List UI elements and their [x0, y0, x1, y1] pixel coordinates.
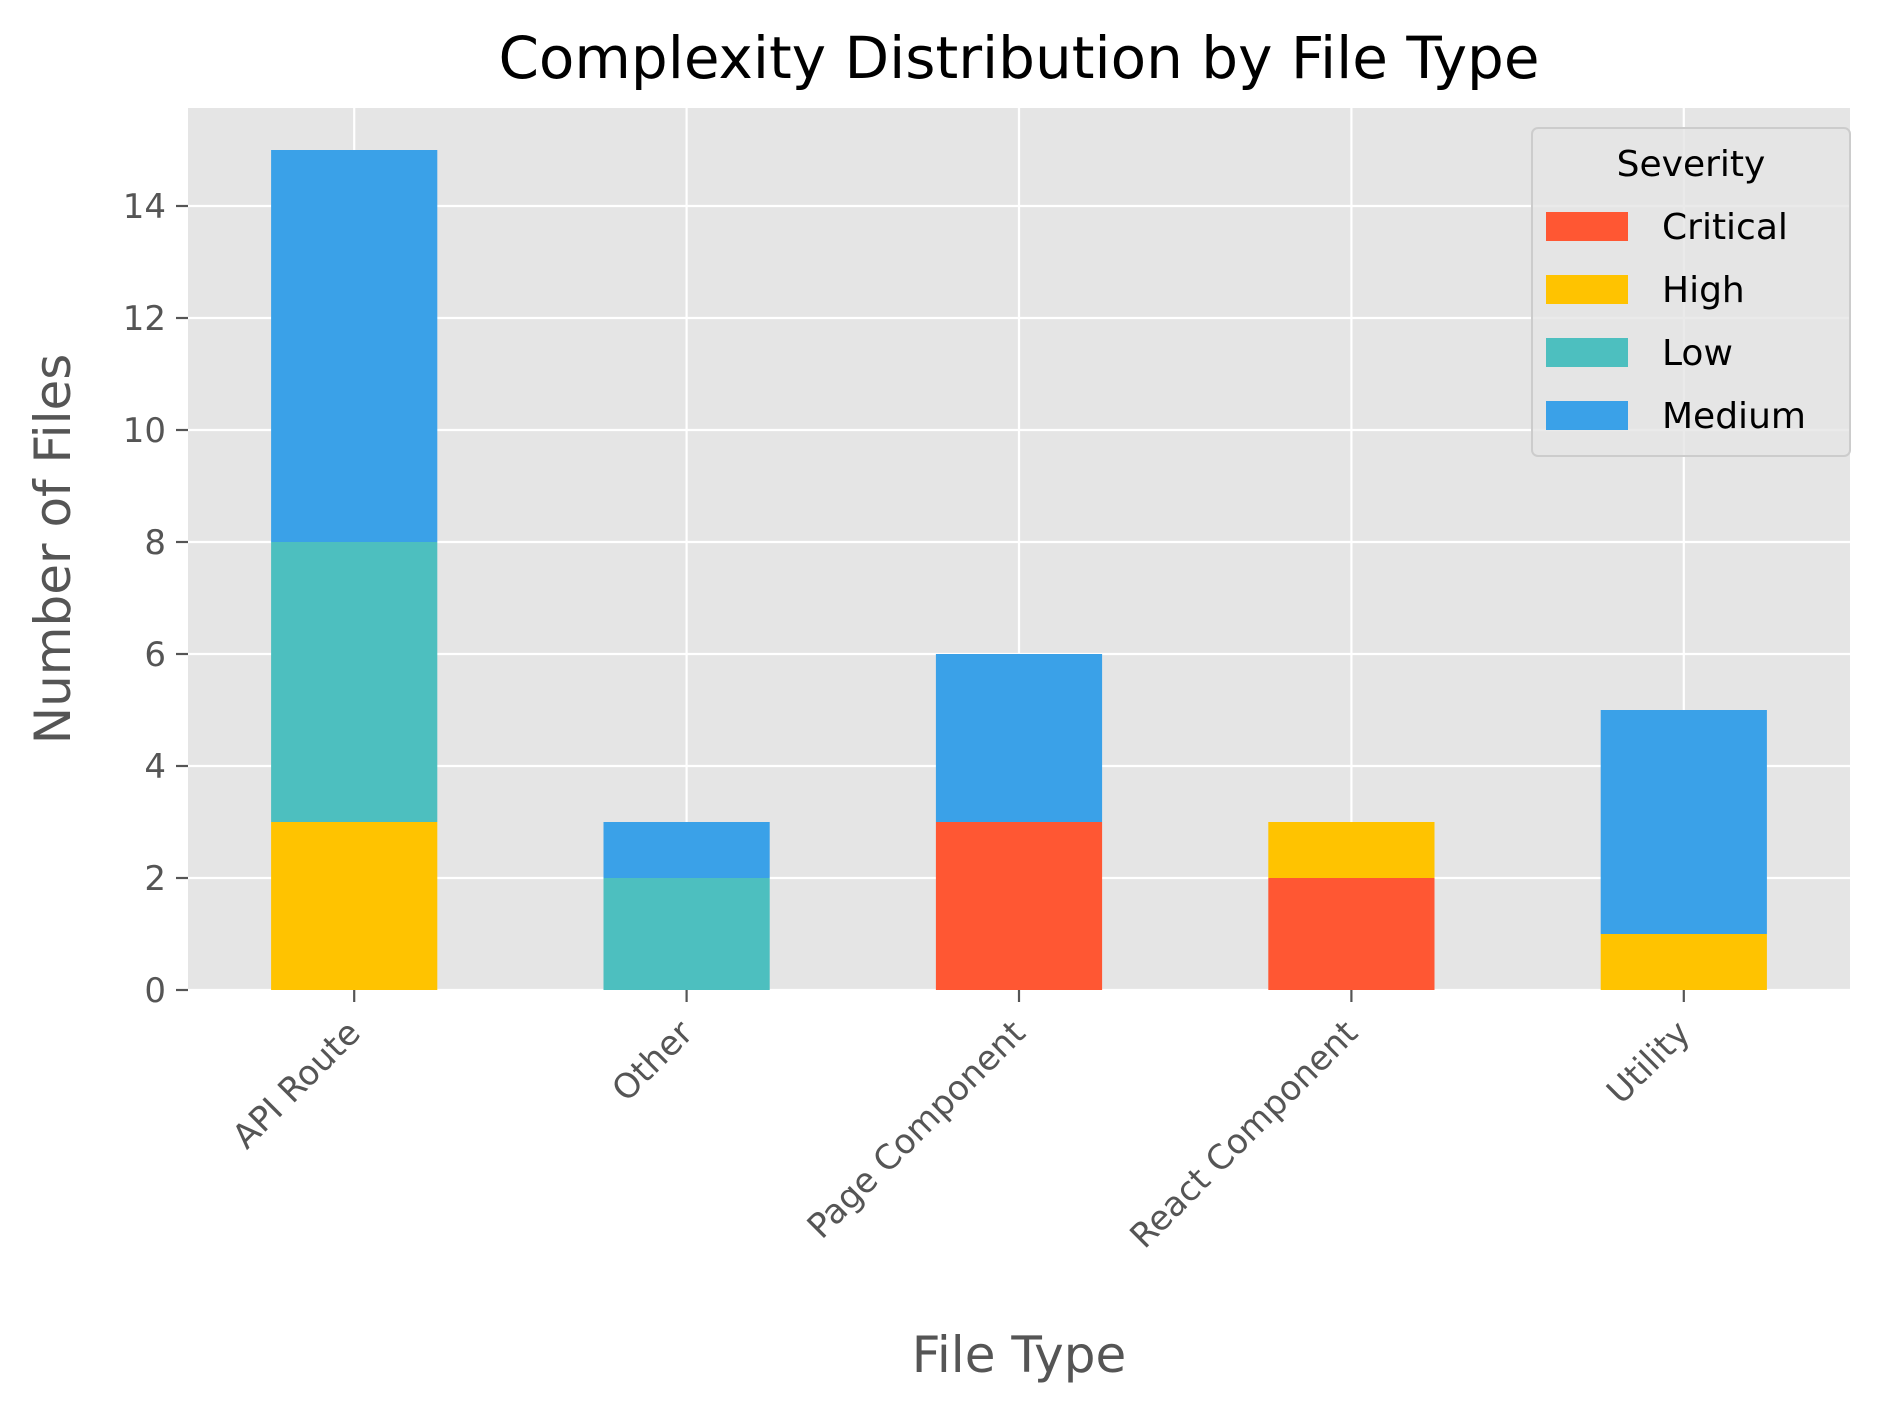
bar-react-component-high: [1268, 822, 1435, 878]
bar-api-route-medium: [271, 150, 438, 542]
bar-api-route-high: [271, 822, 438, 990]
x-tick-label-page-component: Page Component: [800, 1013, 1034, 1247]
bar-page-component-critical: [935, 822, 1103, 990]
legend: Severity Critical High Low Medium: [1531, 127, 1851, 457]
y-tick-label: 4: [144, 747, 166, 787]
bar-page-component-medium: [935, 654, 1103, 822]
y-tick-label: 12: [123, 299, 166, 339]
legend-title: Severity: [1617, 144, 1766, 185]
bar-utility-medium: [1600, 710, 1767, 934]
bar-other-low: [603, 878, 770, 990]
legend-label-low: Low: [1662, 333, 1733, 374]
y-tick-label: 6: [144, 635, 166, 675]
legend-items: Critical High Low Medium: [1546, 207, 1806, 437]
x-tick-label-api-route: API Route: [225, 1013, 369, 1157]
y-tick-label: 2: [144, 859, 166, 899]
chart-title: Complexity Distribution by File Type: [498, 24, 1539, 92]
legend-swatch-low: [1546, 338, 1628, 367]
x-axis-label: File Type: [912, 1326, 1126, 1384]
x-tick-label-utility: Utility: [1599, 1013, 1698, 1112]
y-tick-label: 8: [144, 523, 166, 563]
legend-label-critical: Critical: [1662, 207, 1788, 248]
x-tick-label-react-component: React Component: [1122, 1013, 1365, 1256]
legend-label-medium: Medium: [1662, 396, 1806, 437]
y-tick-label: 0: [144, 971, 166, 1011]
bar-other-medium: [603, 822, 770, 878]
y-axis-label: Number of Files: [24, 354, 82, 745]
y-tick-label: 10: [123, 411, 166, 451]
bar-utility-high: [1600, 934, 1767, 990]
legend-swatch-critical: [1546, 212, 1628, 241]
bar-react-component-critical: [1268, 878, 1435, 990]
legend-label-high: High: [1662, 270, 1745, 311]
legend-swatch-medium: [1546, 401, 1628, 430]
bars: [271, 150, 1767, 990]
y-tick-label: 14: [123, 187, 166, 227]
bar-api-route-low: [271, 542, 438, 822]
legend-box: [1531, 127, 1851, 457]
legend-swatch-high: [1546, 275, 1628, 304]
x-tick-label-other: Other: [604, 1013, 701, 1110]
